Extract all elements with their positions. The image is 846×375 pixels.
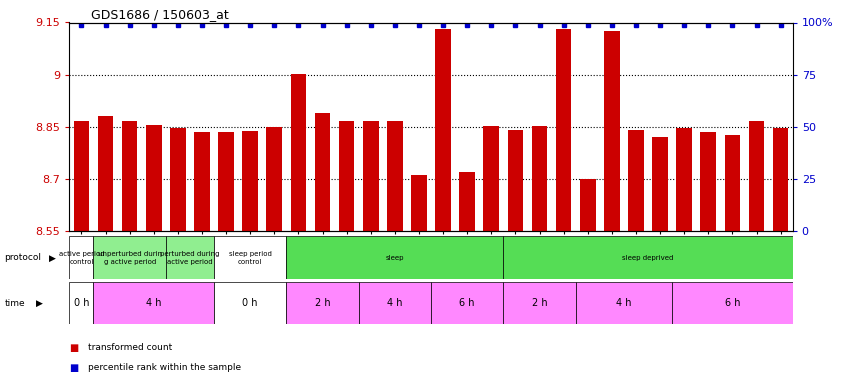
Bar	[483, 126, 499, 231]
Bar	[214, 282, 286, 324]
Text: perturbed during
active period: perturbed during active period	[160, 251, 220, 265]
Text: sleep: sleep	[386, 255, 404, 261]
Text: sleep deprived: sleep deprived	[623, 255, 673, 261]
Text: active period
control: active period control	[58, 251, 104, 265]
Bar	[604, 31, 620, 231]
Bar	[435, 29, 451, 231]
Bar	[74, 122, 90, 231]
Bar	[363, 121, 379, 231]
Bar	[772, 128, 788, 231]
Text: 0 h: 0 h	[243, 298, 258, 308]
Bar	[338, 121, 354, 231]
Bar	[431, 282, 503, 324]
Bar	[146, 125, 162, 231]
Text: percentile rank within the sample: percentile rank within the sample	[88, 363, 241, 372]
Bar	[580, 178, 596, 231]
Text: ■: ■	[69, 363, 79, 372]
Bar	[531, 126, 547, 231]
Text: 4 h: 4 h	[616, 298, 632, 308]
Bar	[411, 175, 427, 231]
Bar	[170, 128, 186, 231]
Bar	[69, 282, 93, 324]
Text: 6 h: 6 h	[459, 298, 475, 308]
Bar	[387, 121, 403, 231]
Bar	[359, 282, 431, 324]
Bar	[166, 236, 214, 279]
Bar	[700, 132, 717, 231]
Bar	[315, 112, 331, 231]
Text: ■: ■	[69, 343, 79, 353]
Bar	[749, 121, 765, 231]
Bar	[97, 116, 113, 231]
Text: 4 h: 4 h	[387, 298, 403, 308]
Bar	[286, 282, 359, 324]
Bar	[194, 132, 210, 231]
Bar	[122, 122, 138, 231]
Text: ▶: ▶	[36, 299, 42, 308]
Bar	[556, 29, 572, 231]
Text: 6 h: 6 h	[725, 298, 740, 308]
Bar	[218, 132, 234, 231]
Bar	[290, 74, 306, 231]
Bar	[503, 282, 575, 324]
Text: ▶: ▶	[49, 254, 56, 262]
Text: 2 h: 2 h	[315, 298, 330, 308]
Text: sleep period
control: sleep period control	[228, 251, 272, 265]
Bar	[93, 236, 166, 279]
Bar	[676, 128, 692, 231]
Bar	[575, 282, 672, 324]
Bar	[266, 126, 283, 231]
Bar	[93, 282, 214, 324]
Bar	[672, 282, 793, 324]
Bar	[508, 130, 524, 231]
Text: 0 h: 0 h	[74, 298, 89, 308]
Bar	[628, 130, 644, 231]
Bar	[286, 236, 503, 279]
Bar	[69, 236, 93, 279]
Bar	[652, 137, 668, 231]
Bar	[459, 172, 475, 231]
Bar	[724, 135, 740, 231]
Text: GDS1686 / 150603_at: GDS1686 / 150603_at	[91, 8, 228, 21]
Text: protocol: protocol	[4, 254, 41, 262]
Bar	[503, 236, 793, 279]
Text: 2 h: 2 h	[532, 298, 547, 308]
Bar	[242, 131, 258, 231]
Text: transformed count: transformed count	[88, 344, 173, 352]
Bar	[214, 236, 286, 279]
Text: time: time	[4, 299, 25, 308]
Text: 4 h: 4 h	[146, 298, 162, 308]
Text: unperturbed durin
g active period: unperturbed durin g active period	[97, 251, 162, 265]
